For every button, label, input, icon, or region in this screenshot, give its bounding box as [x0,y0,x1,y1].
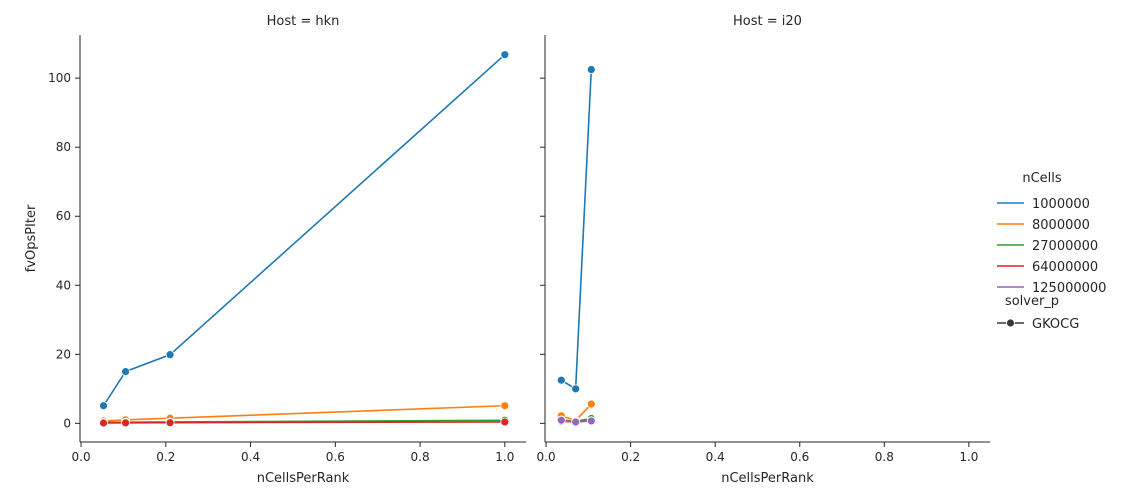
x-tick-label: 0.4 [241,450,260,464]
data-point [500,50,510,60]
y-tick-label: 100 [48,71,71,85]
data-point [586,65,596,74]
y-axis-label: fvOpsPIter [24,204,39,272]
data-point [121,418,130,428]
data-point [586,399,596,409]
series-1000000 [556,65,596,394]
y-tick-label: 80 [56,140,71,154]
series-1000000 [99,50,510,411]
x-tick-label: 0.2 [621,450,640,464]
x-tick-label: 0.6 [790,450,809,464]
legend-label: 8000000 [1032,218,1090,233]
legend-entry: 8000000 [997,218,1090,233]
legend-label: 27000000 [1032,239,1098,254]
series-line [103,404,505,422]
series-line [102,54,506,407]
x-tick-label: 0.4 [706,450,725,464]
panel-1: Host = hkn 0.0 0.2 0.4 0.6 0.8 1.0 0 20 40 60 80 100… [24,14,526,486]
data-point [556,415,566,425]
panels: Host = hkn 0.0 0.2 0.4 0.6 0.8 1.0 0 20 40 60 80 100… [24,14,990,486]
series-64000000 [99,417,510,428]
series-125000000 [556,415,596,427]
panel-2: Host = i20 0.0 0.2 0.4 0.6 0.8 1.0 nCellsPerRan… [537,14,990,486]
x-tick-label: 0.2 [156,450,175,464]
panel-title: Host = hkn [267,14,340,29]
y-tick-label: 40 [56,278,71,292]
x-tick-label: 0.6 [326,450,345,464]
data-point [99,401,108,411]
legend-entry: GKOCG [997,317,1079,332]
data-point [500,401,510,411]
y-tick-label: 0 [63,416,71,430]
y-tick-label: 60 [56,209,71,223]
data-point [571,417,581,427]
x-axis-label: nCellsPerRank [721,471,814,486]
x-tick-label: 0.0 [537,450,556,464]
legend-title-style: solver_p [1005,294,1059,309]
data-point [99,418,108,428]
legend-label: 64000000 [1032,260,1098,275]
legend-label: GKOCG [1032,317,1079,332]
data-point [586,416,596,426]
x-tick-label: 0.8 [875,450,894,464]
legend-marker [1006,318,1015,328]
x-tick-label: 0.8 [411,450,430,464]
data-point [165,350,175,360]
legend-label: 1000000 [1032,197,1090,212]
x-axis-label: nCellsPerRank [257,471,350,486]
series-line [560,69,593,391]
series-line [103,421,505,424]
legend: nCells 1000000 8000000 27000000 64000000 1250… [997,171,1106,332]
data-point [121,367,130,376]
legend-entry: 125000000 [997,281,1106,296]
legend-entry: 27000000 [997,239,1098,254]
x-tick-label: 1.0 [959,450,978,464]
data-point [571,384,581,394]
legend-title-hue: nCells [1022,171,1062,186]
legend-entry: 1000000 [997,197,1090,212]
data-point [556,375,566,385]
panel-title: Host = i20 [733,14,802,29]
legend-entry: 64000000 [997,260,1098,275]
legend-label: 125000000 [1032,281,1106,296]
x-tick-label: 1.0 [495,450,514,464]
data-point [165,418,175,428]
y-tick-label: 20 [56,347,71,361]
x-tick-label: 0.0 [72,450,91,464]
data-point [500,417,510,427]
